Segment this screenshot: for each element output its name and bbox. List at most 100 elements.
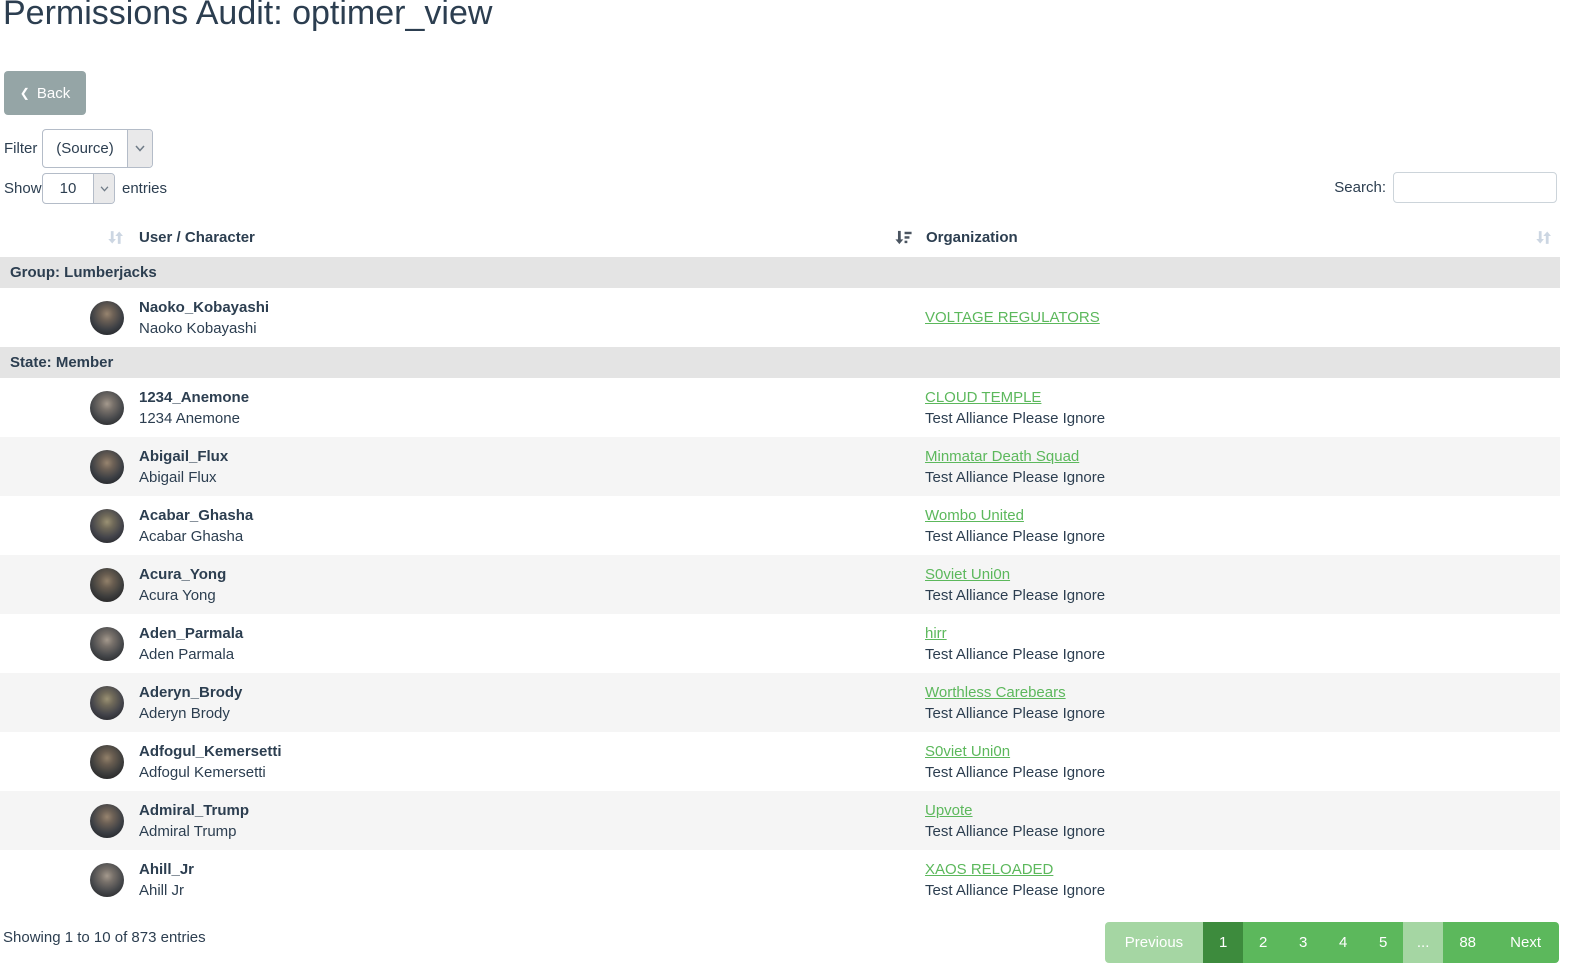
group-label: State: Member: [10, 354, 114, 371]
pagination-page-2[interactable]: 2: [1243, 922, 1284, 963]
permissions-audit-table: User / Character Organization Grou: [0, 221, 1560, 909]
character-portrait-avatar: [90, 685, 124, 720]
search-control: Search:: [1334, 172, 1557, 203]
character-name: 1234 Anemone: [139, 409, 240, 427]
filter-control: Filter (Source): [4, 129, 153, 168]
pagination-page-5[interactable]: 5: [1363, 922, 1404, 963]
column-header-user-character[interactable]: User / Character: [139, 228, 255, 246]
character-name: Acura Yong: [139, 586, 216, 604]
character-portrait-avatar: [90, 567, 124, 602]
table-row: 1234_Anemone 1234 Anemone CLOUD TEMPLE T…: [0, 378, 1560, 437]
back-button-label: Back: [36, 84, 71, 102]
table-header-row: User / Character Organization: [0, 221, 1560, 253]
character-portrait-avatar: [90, 626, 124, 661]
corporation-link[interactable]: Worthless Carebears: [925, 683, 1066, 701]
organization-cell: hirr Test Alliance Please Ignore: [890, 623, 1500, 665]
entries-label: entries: [122, 180, 168, 197]
column-header-organization[interactable]: Organization: [890, 229, 1500, 246]
alliance-name: Test Alliance Please Ignore: [925, 645, 1106, 663]
table-row: Acura_Yong Acura Yong S0viet Uni0n Test …: [0, 555, 1560, 614]
username: Adfogul_Kemersetti: [139, 742, 282, 760]
pagination-page-88[interactable]: 88: [1443, 922, 1493, 963]
character-portrait-avatar: [90, 508, 124, 543]
table-row: Adfogul_Kemersetti Adfogul Kemersetti S0…: [0, 732, 1560, 791]
user-character-cell: Admiral_Trump Admiral Trump: [130, 800, 890, 842]
page-title: Permissions Audit: optimer_view: [3, 0, 493, 32]
pagination: Previous 1 2 3 4 5... 88 Next: [1104, 922, 1559, 963]
avatar-column-header[interactable]: [0, 229, 130, 246]
corporation-link[interactable]: XAOS RELOADED: [925, 860, 1054, 878]
alliance-name: Test Alliance Please Ignore: [925, 881, 1106, 899]
pagination-page-3[interactable]: 3: [1283, 922, 1324, 963]
pagination-page-1[interactable]: 1: [1203, 922, 1244, 963]
sort-both-icon[interactable]: [1535, 229, 1552, 246]
sort-both-icon[interactable]: [107, 229, 124, 246]
avatar-cell: [0, 300, 130, 335]
corporation-link[interactable]: Wombo United: [925, 506, 1024, 524]
organization-cell: Wombo United Test Alliance Please Ignore: [890, 505, 1500, 547]
show-entries-control: Show 10 entries: [4, 173, 167, 204]
table-row: Aden_Parmala Aden Parmala hirr Test Alli…: [0, 614, 1560, 673]
search-input[interactable]: [1393, 172, 1557, 203]
character-portrait-avatar: [90, 862, 124, 897]
corporation-link[interactable]: VOLTAGE REGULATORS: [925, 309, 1100, 326]
page-length-select[interactable]: 10: [42, 173, 115, 204]
character-name: Acabar Ghasha: [139, 527, 244, 545]
avatar-cell: [0, 508, 130, 543]
alliance-name: Test Alliance Please Ignore: [925, 763, 1106, 781]
back-button[interactable]: ❮ Back: [4, 71, 86, 115]
username: Ahill_Jr: [139, 860, 195, 878]
character-portrait-avatar: [90, 744, 124, 779]
corporation-link[interactable]: CLOUD TEMPLE: [925, 388, 1042, 406]
pagination-next[interactable]: Next: [1492, 922, 1559, 963]
avatar-cell: [0, 803, 130, 838]
organization-header-label: Organization: [926, 228, 1018, 246]
extra-column-header[interactable]: [1500, 229, 1560, 246]
alliance-name: Test Alliance Please Ignore: [925, 704, 1106, 722]
character-name: Aden Parmala: [139, 645, 235, 663]
avatar-cell: [0, 685, 130, 720]
alliance-name: Test Alliance Please Ignore: [925, 527, 1106, 545]
user-character-cell: Abigail_Flux Abigail Flux: [130, 446, 890, 488]
user-character-cell: Aden_Parmala Aden Parmala: [130, 623, 890, 665]
corporation-link[interactable]: hirr: [925, 624, 947, 642]
table-row: Aderyn_Brody Aderyn Brody Worthless Care…: [0, 673, 1560, 732]
chevron-down-icon: [93, 174, 114, 203]
user-character-cell: Aderyn_Brody Aderyn Brody: [130, 682, 890, 724]
filter-select-value: (Source): [56, 140, 114, 157]
filter-select[interactable]: (Source): [42, 129, 153, 168]
character-portrait-avatar: [90, 390, 124, 425]
table-row: Abigail_Flux Abigail Flux Minmatar Death…: [0, 437, 1560, 496]
character-portrait-avatar: [90, 803, 124, 838]
character-name: Admiral Trump: [139, 822, 237, 840]
character-portrait-avatar: [90, 300, 124, 335]
avatar-cell: [0, 744, 130, 779]
user-character-cell: Acura_Yong Acura Yong: [130, 564, 890, 606]
pagination-ellipsis: ...: [1403, 922, 1444, 963]
username: Abigail_Flux: [139, 447, 229, 465]
corporation-link[interactable]: S0viet Uni0n: [925, 742, 1011, 760]
username: 1234_Anemone: [139, 388, 250, 406]
pagination-page-4[interactable]: 4: [1323, 922, 1364, 963]
username: Admiral_Trump: [139, 801, 250, 819]
organization-cell: S0viet Uni0n Test Alliance Please Ignore: [890, 741, 1500, 783]
table-row: Admiral_Trump Admiral Trump Upvote Test …: [0, 791, 1560, 850]
page-length-value: 10: [59, 180, 77, 197]
organization-cell: S0viet Uni0n Test Alliance Please Ignore: [890, 564, 1500, 606]
corporation-link[interactable]: S0viet Uni0n: [925, 565, 1011, 583]
user-character-cell: Naoko_Kobayashi Naoko Kobayashi: [130, 297, 890, 339]
username: Naoko_Kobayashi: [139, 298, 270, 316]
username: Acura_Yong: [139, 565, 227, 583]
character-name: Ahill Jr: [139, 881, 185, 899]
alliance-name: Test Alliance Please Ignore: [925, 822, 1106, 840]
user-character-cell: Ahill_Jr Ahill Jr: [130, 859, 890, 901]
group-header-row: State: Member: [0, 347, 1560, 378]
corporation-link[interactable]: Upvote: [925, 801, 973, 819]
character-name: Abigail Flux: [139, 468, 217, 486]
corporation-link[interactable]: Minmatar Death Squad: [925, 447, 1080, 465]
search-label: Search:: [1334, 179, 1386, 196]
username: Acabar_Ghasha: [139, 506, 254, 524]
filter-label: Filter: [4, 140, 38, 157]
sort-amount-desc-icon[interactable]: [895, 229, 912, 246]
organization-cell: CLOUD TEMPLE Test Alliance Please Ignore: [890, 387, 1500, 429]
